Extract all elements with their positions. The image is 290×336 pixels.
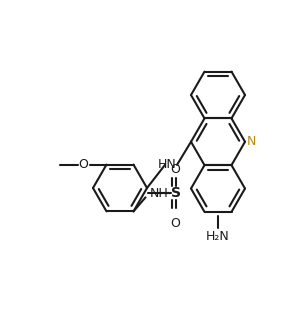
- Text: O: O: [79, 158, 88, 171]
- Text: N: N: [247, 135, 256, 148]
- Text: S: S: [171, 186, 180, 200]
- Text: O: O: [171, 163, 180, 176]
- Text: HN: HN: [158, 158, 176, 171]
- Text: NH: NH: [150, 187, 168, 200]
- Text: H₂N: H₂N: [206, 229, 230, 243]
- Text: O: O: [171, 217, 180, 230]
